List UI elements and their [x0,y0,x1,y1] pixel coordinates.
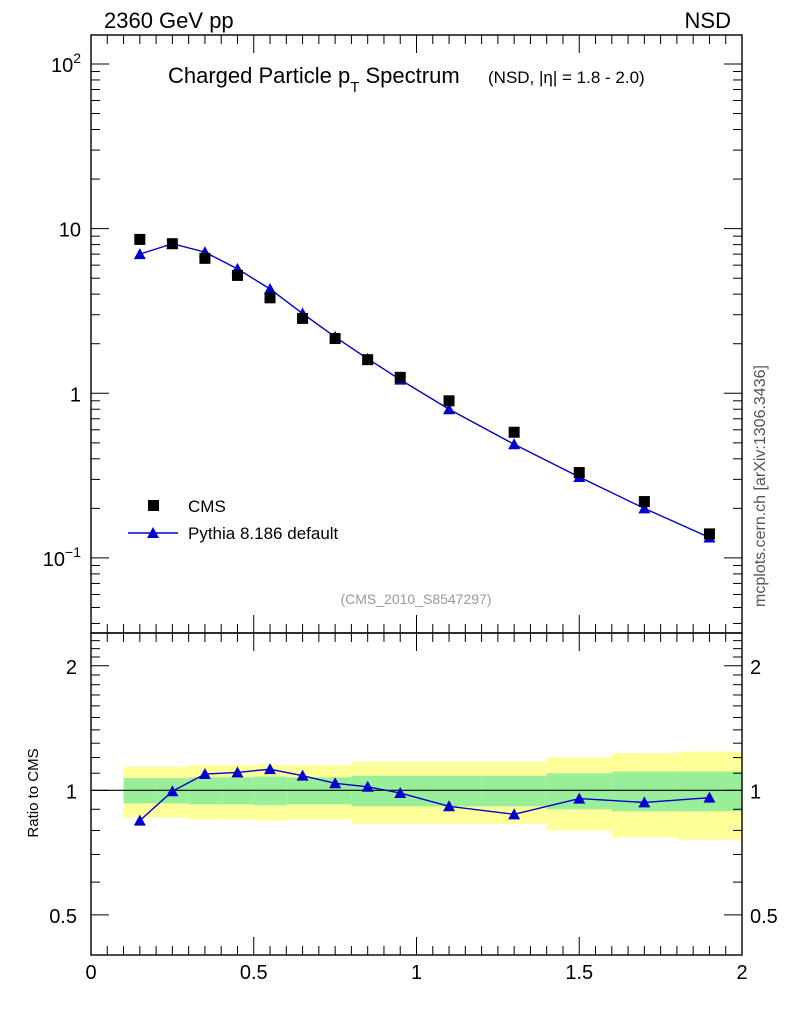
legend-label-pythia: Pythia 8.186 default [188,524,339,543]
cms-point [394,371,406,383]
ratio-ytick-label-left: 1 [66,781,77,803]
legend-label-cms: CMS [188,497,226,516]
ratio-series [133,763,716,826]
pythia-point [443,403,456,415]
ratio-ylabel: Ratio to CMS [25,748,42,837]
plot-subtitle: (NSD, |η| = 1.8 - 2.0) [488,68,645,87]
ratio-pythia-point [329,777,342,789]
legend: CMS Pythia 8.186 default [128,497,339,543]
main-ytick-label: 102 [51,50,81,77]
cms-point [638,496,650,508]
ratio-ytick-label-left: 2 [66,657,77,679]
ratio-pythia-line [139,768,710,822]
ratio-xtick-label: 0 [85,962,96,984]
cms-point [134,233,146,245]
cms-point [166,238,178,250]
cms-point [264,292,276,304]
main-ytick-label: 1 [70,384,81,406]
pythia-point [264,282,277,294]
main-ytick-label: 10−1 [43,544,81,571]
cms-point [573,467,585,479]
process-label: NSD [685,8,731,33]
ratio-ytick-label-left: 0.5 [49,906,77,928]
ratio-band-inner [676,771,742,812]
pythia-line [139,242,710,539]
ratio-uncertainty-bands [123,751,742,840]
cms-point [297,312,309,324]
ratio-xtick-label: 1 [411,962,422,984]
energy-label: 2360 GeV pp [104,8,234,33]
cms-point [231,269,243,281]
ratio-xtick-label: 2 [736,962,747,984]
analysis-id: (CMS_2010_S8547297) [341,591,492,607]
main-series [133,233,716,543]
ratio-xtick-label: 0.5 [240,962,268,984]
ratio-pythia-point [264,763,277,775]
cms-point [703,528,715,540]
main-ytick-label: 10 [59,220,81,242]
ratio-pythia-point [443,800,456,812]
title-subscript: T [350,79,359,96]
ratio-pythia-point [508,808,521,820]
cms-point [508,426,520,438]
ratio-pythia-point [231,766,244,778]
title-main: Charged Particle p [168,63,350,88]
ratio-pythia-point [361,780,374,792]
side-watermark: mcplots.cern.ch [arXiv:1306.3436] [752,365,769,607]
title-suffix: Spectrum [359,63,459,88]
ratio-pythia-point [573,792,586,804]
main-frame [90,34,743,634]
ratio-pythia-point [166,785,179,797]
ratio-ytick-label-right: 0.5 [750,906,778,928]
ratio-ytick-label-right: 1 [750,781,761,803]
main-axes: 102 10 1 10−1 [43,34,743,634]
ratio-axes: 0.5 0.5 1 1 2 2 0 0.5 1 1.5 2 [49,632,778,984]
pythia-point [133,248,146,260]
ratio-xtick-label: 1.5 [565,962,593,984]
cms-point [199,252,211,264]
ratio-pythia-point [296,769,309,781]
legend-marker-pythia [147,527,159,538]
ratio-pythia-point [703,791,716,803]
cms-point [443,395,455,407]
ratio-band-inner [481,775,547,807]
ratio-ytick-label-right: 2 [750,657,761,679]
legend-marker-cms [148,500,159,511]
ratio-pythia-point [638,796,651,808]
cms-point [329,333,341,345]
ratio-pythia-point [394,787,407,799]
pythia-point [508,438,521,450]
pythia-point [638,502,651,514]
plot-title: Charged Particle pT Spectrum [168,63,460,96]
ratio-pythia-point [133,814,146,826]
ratio-pythia-point [198,768,211,780]
cms-point [362,354,374,366]
